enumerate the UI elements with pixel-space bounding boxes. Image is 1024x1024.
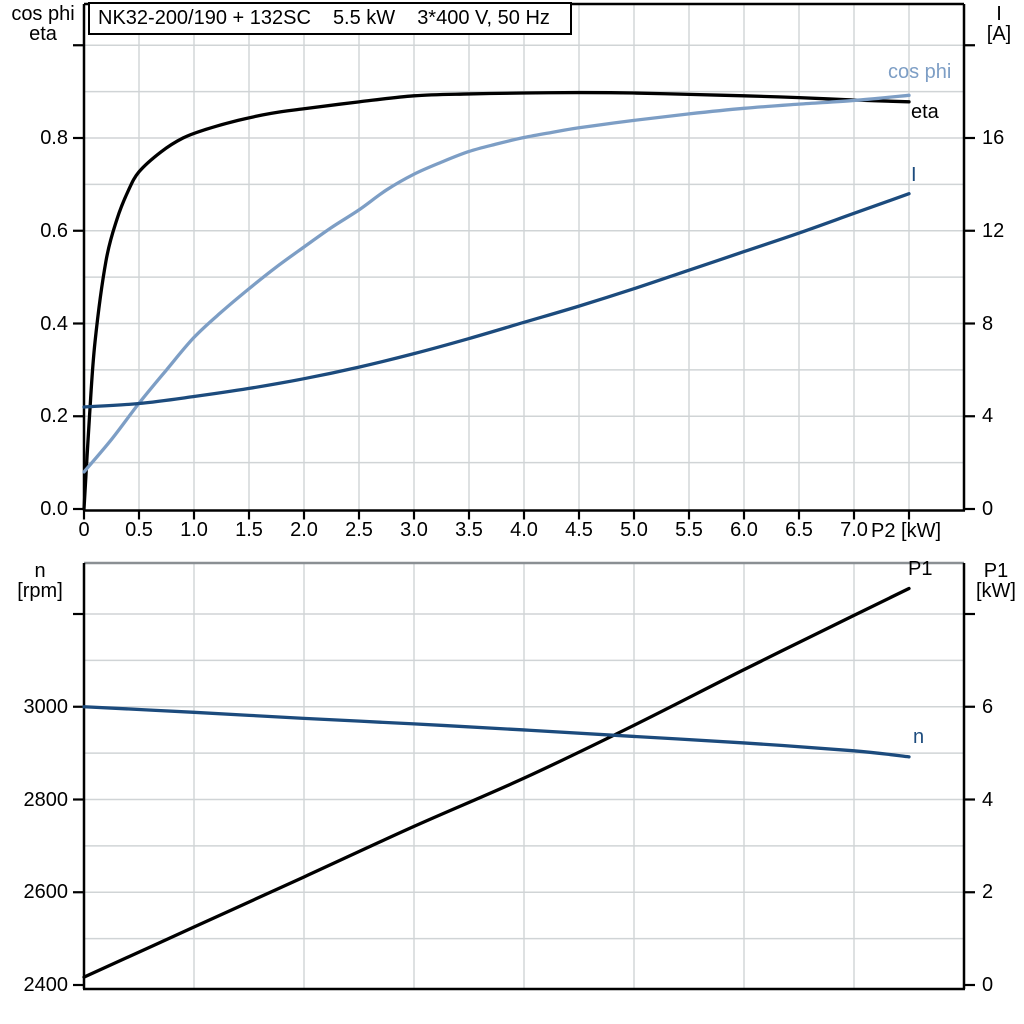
series-curve-n — [82, 705, 911, 759]
bottom-left-axis-header: n [rpm] — [2, 561, 78, 601]
title-supply: 3*400 V, 50 Hz — [417, 7, 550, 29]
series-curve-cos-phi — [82, 93, 911, 474]
bottom-right-axis-header: P1 [kW] — [968, 561, 1024, 601]
x-tick-label: 6.0 — [730, 519, 758, 541]
left-tick-label: 2600 — [23, 881, 69, 904]
x-tick-label: 1.0 — [180, 519, 208, 541]
x-tick-label: 1.5 — [235, 519, 263, 541]
title-power: 5.5 kW — [332, 7, 396, 29]
left-axis-title-cos-phi: cos phi — [11, 3, 75, 25]
left-axis-title-eta: eta — [29, 23, 57, 45]
x-tick-label: 5.5 — [675, 519, 703, 541]
top-left-axis-header: cos phi eta — [2, 4, 84, 44]
right-tick-label: 4 — [982, 788, 994, 811]
x-tick-label: 5.0 — [620, 519, 648, 541]
x-tick-label: 2.5 — [345, 519, 373, 541]
title-model: NK32-200/190 + 132SC — [98, 7, 311, 29]
x-axis-label: P2 [kW] — [871, 520, 942, 542]
x-tick-label: 0 — [78, 519, 90, 541]
series-curve-eta — [82, 90, 911, 511]
left-tick-label: 0.4 — [40, 312, 68, 335]
right-tick-label: 8 — [982, 312, 994, 335]
right-axis-title-p1: P1 — [983, 560, 1009, 582]
left-tick-label: 3000 — [23, 695, 69, 718]
left-tick-label: 2800 — [23, 788, 69, 811]
x-tick-label: 7.0 — [840, 519, 868, 541]
right-tick-label: 12 — [982, 219, 1005, 242]
x-tick-label: 4.5 — [565, 519, 593, 541]
x-tick-label: 2.0 — [290, 519, 318, 541]
left-axis-unit-rpm: [rpm] — [17, 580, 63, 602]
right-tick-label: 16 — [982, 127, 1005, 149]
right-tick-label: 4 — [982, 405, 994, 428]
series-label-I: I — [911, 164, 917, 186]
right-tick-label: 6 — [982, 695, 994, 718]
left-axis-title-speed: n — [34, 560, 46, 582]
series-label-n: n — [913, 726, 925, 748]
right-tick-label: 2 — [982, 881, 994, 904]
right-tick-label: 0 — [982, 974, 994, 996]
left-tick-label: 0.6 — [40, 219, 68, 242]
right-axis-unit-ampere: [A] — [986, 23, 1012, 45]
x-tick-label: 6.5 — [785, 519, 813, 541]
series-curve-P1 — [82, 586, 911, 979]
right-tick-label: 0 — [982, 498, 994, 520]
x-tick-label: 3.5 — [455, 519, 483, 541]
title-box: NK32-200/190 + 132SC 5.5 kW 3*400 V, 50 … — [88, 2, 572, 35]
right-axis-unit-kw: [kW] — [976, 580, 1016, 602]
x-tick-label: 3.0 — [400, 519, 428, 541]
top-right-axis-header: I [A] — [974, 4, 1024, 44]
series-label-P1: P1 — [908, 558, 933, 580]
left-tick-label: 0.0 — [40, 498, 68, 520]
left-tick-label: 0.8 — [40, 127, 68, 149]
left-tick-label: 0.2 — [40, 405, 68, 428]
right-axis-title-current: I — [996, 3, 1002, 25]
x-tick-label: 0.5 — [125, 519, 153, 541]
series-label-cos-phi: cos phi — [888, 61, 952, 83]
series-curve-I — [82, 192, 911, 409]
x-tick-label: 4.0 — [510, 519, 538, 541]
series-label-eta: eta — [911, 101, 939, 123]
left-tick-label: 2400 — [23, 974, 69, 996]
